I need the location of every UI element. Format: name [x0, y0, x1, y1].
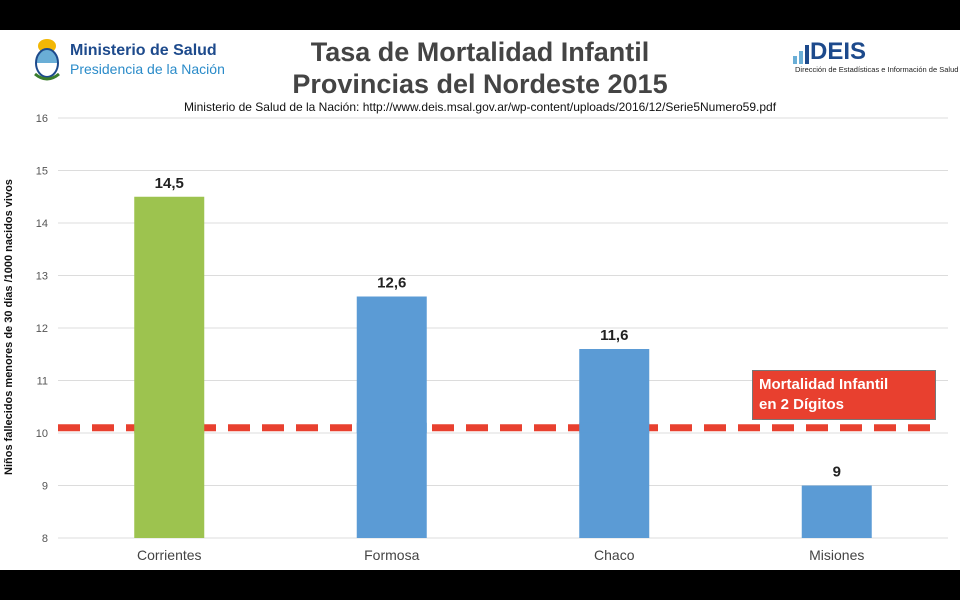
chart-title: Tasa de Mortalidad Infantil Provincias d… [200, 36, 760, 100]
y-tick-label: 13 [36, 271, 48, 283]
title-line-1: Tasa de Mortalidad Infantil [310, 37, 650, 67]
data-label: 14,5 [155, 175, 184, 192]
y-tick-label: 10 [36, 428, 48, 440]
ministry-subtitle: Presidencia de la Nación [70, 61, 225, 77]
deis-logo: DEIS Dirección de Estadísticas e Informa… [790, 38, 960, 78]
deis-subtitle: Dirección de Estadísticas e Información … [795, 65, 959, 74]
y-axis-label: Niños fallecidos menores de 30 días /100… [3, 179, 15, 475]
source-note: Ministerio de Salud de la Nación: http:/… [183, 100, 777, 114]
y-tick-label: 8 [42, 533, 48, 545]
bar-misiones [801, 485, 872, 538]
y-tick-label: 16 [36, 113, 48, 125]
bar-corrientes [134, 196, 205, 538]
bar-overlay [134, 422, 205, 433]
threshold-callout: Mortalidad Infantil en 2 Dígitos [752, 370, 936, 420]
title-line-2: Provincias del Nordeste 2015 [292, 69, 668, 99]
bar-chart: 8 9 10 11 12 13 14 15 16 14,5 Corrientes 12,6 Formos… [36, 113, 948, 563]
x-tick-label: Corrientes [137, 547, 202, 563]
bar-chaco [579, 349, 650, 538]
data-label: 9 [833, 464, 841, 481]
deis-wordmark: DEIS [810, 38, 867, 65]
data-label: 11,6 [600, 327, 628, 344]
x-tick-label: Chaco [594, 547, 635, 563]
x-tick-label: Formosa [364, 547, 419, 563]
y-tick-label: 9 [42, 481, 48, 493]
callout-line-1: Mortalidad Infantil [759, 376, 889, 393]
bar-overlay [356, 422, 427, 433]
ministerio-logo: Ministerio de Salud Presidencia de la Na… [32, 34, 225, 84]
y-tick-label: 12 [36, 323, 48, 335]
slide: 8 9 10 11 12 13 14 15 16 14,5 Corrientes 12,6 Formos… [0, 30, 960, 570]
bar-graph-icon [793, 45, 809, 64]
ministry-name: Ministerio de Salud [70, 42, 217, 59]
x-tick-label: Misiones [809, 547, 864, 563]
bar-formosa [356, 296, 427, 538]
data-label: 12,6 [377, 275, 406, 292]
callout-line-2: en 2 Dígitos [759, 396, 845, 413]
coat-of-arms-icon [34, 39, 60, 81]
y-tick-label: 14 [36, 218, 48, 230]
y-tick-label: 11 [37, 376, 48, 388]
y-tick-label: 15 [36, 166, 48, 178]
bar-overlay [579, 422, 650, 433]
